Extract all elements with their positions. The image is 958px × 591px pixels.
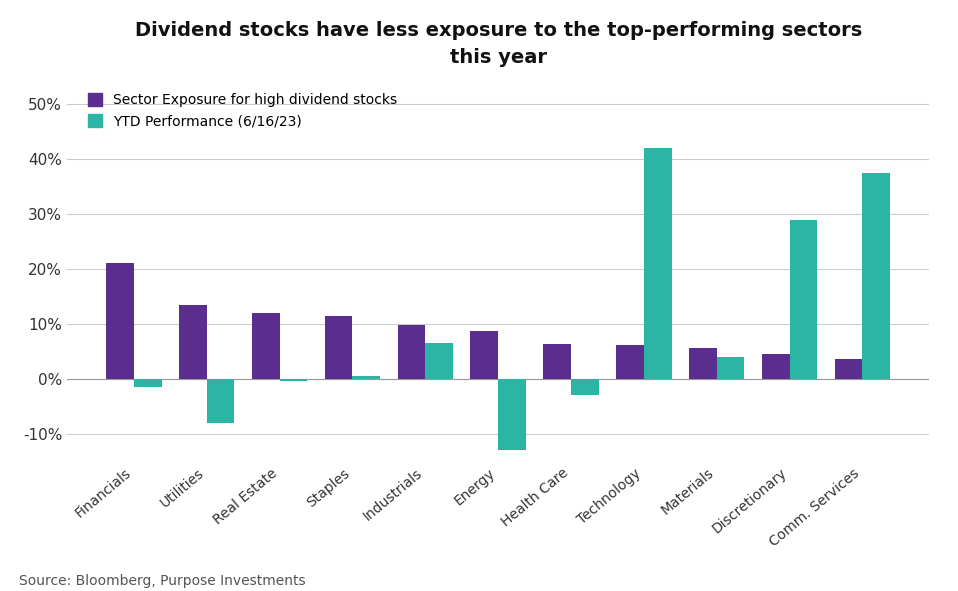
Bar [106,264,134,379]
Bar [762,354,789,379]
Bar [353,376,380,379]
Bar [616,345,644,379]
Title: Dividend stocks have less exposure to the top-performing sectors
this year: Dividend stocks have less exposure to th… [134,21,862,67]
Bar [134,379,162,387]
Bar [543,344,571,379]
Legend: Sector Exposure for high dividend stocks, YTD Performance (6/16/23): Sector Exposure for high dividend stocks… [82,87,403,134]
Bar [789,219,817,379]
Bar [717,357,744,379]
Text: Source: Bloomberg, Purpose Investments: Source: Bloomberg, Purpose Investments [19,574,306,588]
Bar [644,148,672,379]
Bar [834,359,862,379]
Bar [571,379,599,395]
Bar [862,173,890,379]
Bar [470,331,498,379]
Bar [179,304,207,379]
Bar [498,379,526,450]
Bar [325,316,353,379]
Bar [207,379,235,423]
Bar [280,379,308,381]
Bar [252,313,280,379]
Bar [689,349,717,379]
Bar [398,325,425,379]
Bar [425,343,453,379]
